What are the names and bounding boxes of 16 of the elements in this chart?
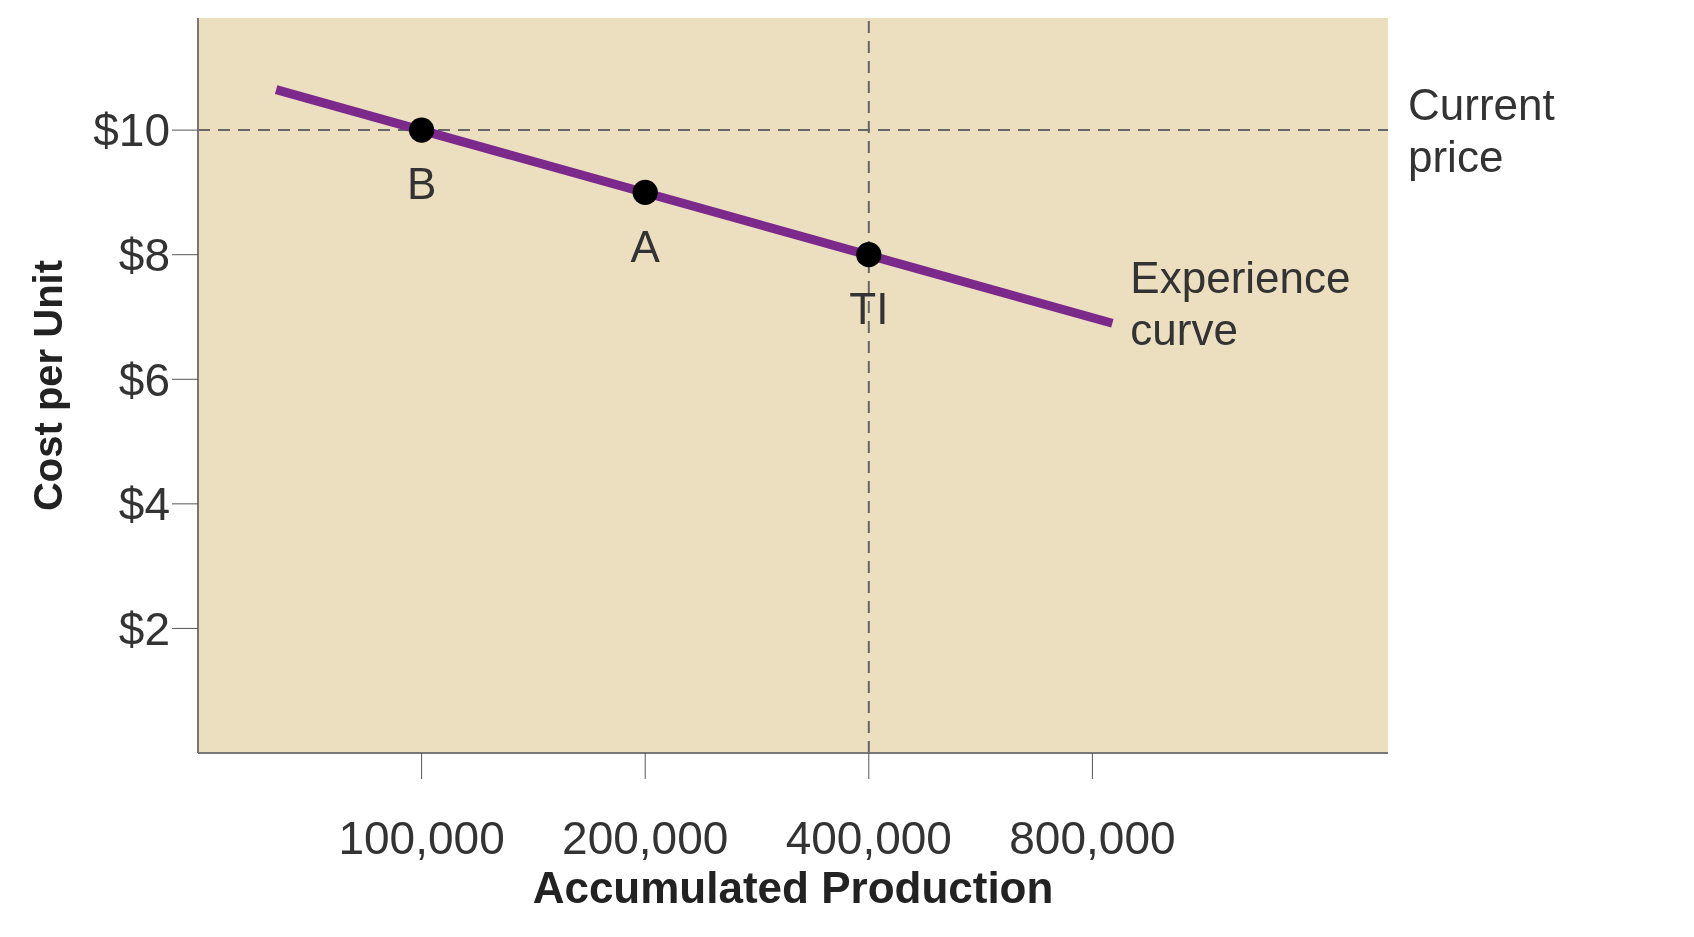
annotation: TI xyxy=(849,283,889,333)
ref-line-label: Current price xyxy=(1408,80,1555,182)
x-axis-title: Accumulated Production xyxy=(532,863,1054,912)
series-label: Experience curve xyxy=(1130,253,1351,355)
y-tick-label: $8 xyxy=(118,229,170,282)
y-tick-label: $6 xyxy=(118,353,170,406)
y-axis-title: Cost per Unit xyxy=(26,259,71,512)
x-tick-label: 800,000 xyxy=(1009,811,1176,864)
annotation: B xyxy=(406,159,437,209)
y-tick-label: $4 xyxy=(118,478,170,531)
x-tick-label: 400,000 xyxy=(785,811,952,864)
x-tick-label: 100,000 xyxy=(338,811,505,864)
annotation: A xyxy=(630,221,661,271)
x-tick-label: 200,000 xyxy=(562,811,729,864)
y-tick-label: $2 xyxy=(118,602,170,655)
y-tick-label: $10 xyxy=(93,104,170,157)
